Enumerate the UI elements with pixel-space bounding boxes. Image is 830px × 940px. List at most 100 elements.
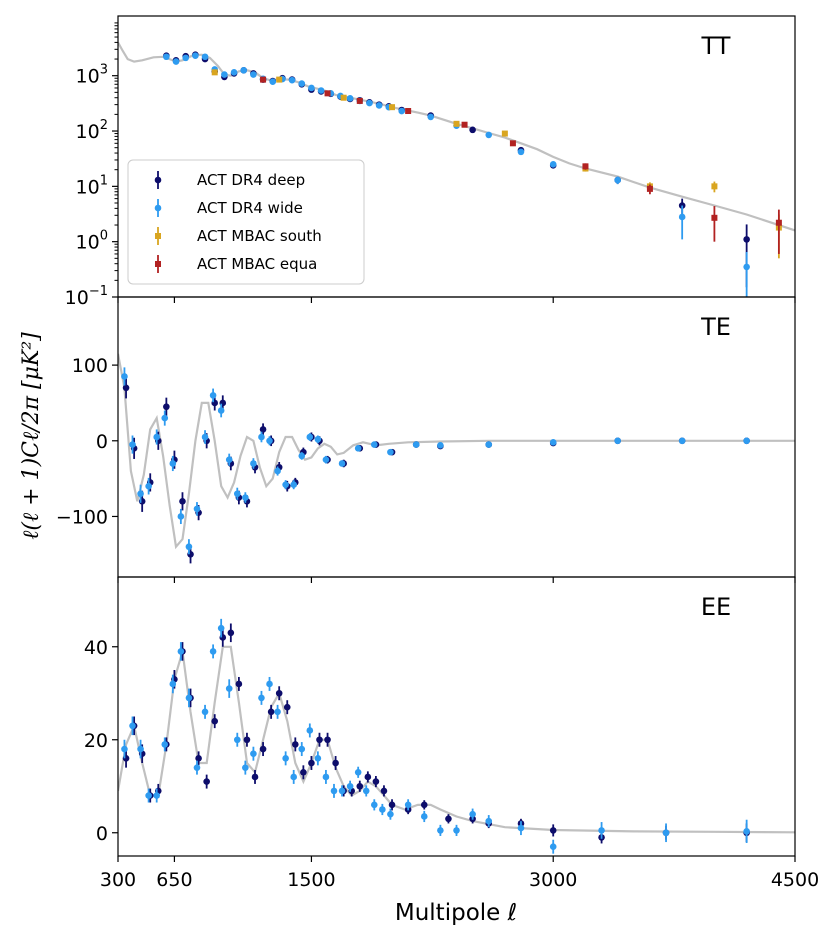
data-point bbox=[283, 703, 291, 711]
data-point bbox=[169, 680, 177, 688]
panel-label-ee: EE bbox=[701, 593, 731, 621]
data-point bbox=[217, 407, 225, 414]
data-point bbox=[266, 680, 273, 688]
data-point bbox=[646, 185, 653, 192]
data-point bbox=[346, 95, 354, 102]
data-point bbox=[420, 801, 428, 809]
data-point bbox=[711, 183, 718, 190]
data-point bbox=[192, 52, 199, 59]
plot-area bbox=[118, 618, 795, 854]
data-point bbox=[129, 441, 136, 448]
data-point bbox=[288, 76, 296, 84]
data-point bbox=[258, 694, 265, 702]
data-point bbox=[121, 373, 128, 380]
data-point bbox=[453, 827, 460, 834]
data-point bbox=[276, 76, 283, 83]
y-tick-label: 101 bbox=[76, 173, 108, 198]
data-point bbox=[274, 467, 281, 475]
data-point bbox=[598, 827, 605, 834]
x-tick-label: 3000 bbox=[529, 869, 577, 891]
data-point bbox=[230, 69, 238, 76]
legend-box bbox=[127, 159, 365, 285]
data-point bbox=[517, 824, 525, 832]
data-point bbox=[405, 108, 412, 115]
data-point bbox=[380, 787, 388, 795]
data-point bbox=[501, 130, 508, 137]
legend-label: ACT MBAC equa bbox=[197, 255, 317, 273]
series-act-dr4-wide bbox=[121, 618, 750, 854]
data-point bbox=[298, 745, 306, 753]
data-point bbox=[221, 71, 228, 78]
data-point bbox=[242, 494, 249, 501]
data-point bbox=[163, 403, 170, 411]
data-point bbox=[743, 263, 750, 271]
data-point bbox=[338, 460, 346, 467]
series-act-dr4-deep bbox=[122, 623, 750, 844]
data-point bbox=[388, 801, 396, 809]
series-act-dr4-deep bbox=[122, 377, 750, 564]
data-point bbox=[282, 755, 289, 762]
data-point bbox=[582, 163, 589, 170]
data-point bbox=[485, 131, 493, 139]
data-point bbox=[259, 745, 267, 753]
x-tick-label: 1500 bbox=[287, 869, 335, 891]
data-point bbox=[267, 708, 275, 716]
data-point bbox=[453, 120, 460, 127]
legend-marker bbox=[154, 204, 162, 212]
data-point bbox=[225, 685, 233, 692]
data-point bbox=[509, 140, 516, 147]
data-point bbox=[195, 755, 202, 762]
data-point bbox=[298, 80, 306, 87]
data-point bbox=[332, 759, 339, 767]
data-point bbox=[292, 741, 299, 748]
data-point bbox=[330, 787, 338, 795]
data-point bbox=[269, 78, 277, 85]
panel-tt: 10−1 100 101 102 103 TT bbox=[65, 15, 796, 309]
data-point bbox=[662, 829, 670, 837]
data-point bbox=[235, 680, 243, 688]
x-axis-title: Multipole ℓ bbox=[395, 900, 517, 926]
data-point bbox=[387, 448, 394, 456]
data-point bbox=[274, 708, 281, 716]
data-point bbox=[314, 755, 322, 762]
data-point bbox=[306, 727, 314, 734]
data-point bbox=[227, 629, 235, 637]
data-point bbox=[145, 792, 152, 799]
data-point bbox=[211, 69, 218, 76]
data-point bbox=[356, 97, 363, 104]
data-point bbox=[201, 53, 209, 61]
data-point bbox=[678, 213, 686, 221]
data-point bbox=[711, 214, 718, 221]
legend-item-act-dr4-deep: ACT DR4 deep bbox=[154, 171, 305, 189]
y-tick-label: 100 bbox=[72, 355, 108, 377]
data-point bbox=[324, 736, 331, 744]
data-point bbox=[398, 107, 405, 115]
legend-item-act-mbac-south: ACT MBAC south bbox=[155, 227, 322, 245]
data-point bbox=[233, 736, 241, 744]
legend-item-act-dr4-wide: ACT DR4 wide bbox=[154, 199, 303, 217]
data-point bbox=[364, 773, 372, 781]
data-point bbox=[469, 126, 476, 134]
data-point bbox=[420, 813, 428, 820]
data-point bbox=[614, 176, 621, 184]
data-point bbox=[743, 236, 750, 243]
data-point bbox=[324, 90, 331, 97]
legend-label: ACT MBAC south bbox=[197, 227, 322, 245]
data-point bbox=[275, 689, 283, 697]
data-point bbox=[366, 99, 373, 107]
data-point bbox=[308, 84, 315, 92]
data-point bbox=[375, 102, 383, 109]
theory-model-curve bbox=[118, 645, 795, 834]
legend-label: ACT DR4 deep bbox=[197, 171, 305, 189]
legend-marker bbox=[155, 233, 161, 239]
data-point bbox=[169, 460, 177, 467]
series-act-mbac-equa bbox=[260, 76, 782, 254]
data-point bbox=[209, 392, 217, 399]
data-point bbox=[379, 806, 386, 813]
plot-area bbox=[118, 41, 795, 297]
data-point bbox=[469, 810, 476, 818]
y-tick-label: 0 bbox=[96, 823, 108, 845]
data-point bbox=[354, 769, 362, 776]
data-point bbox=[121, 745, 128, 753]
